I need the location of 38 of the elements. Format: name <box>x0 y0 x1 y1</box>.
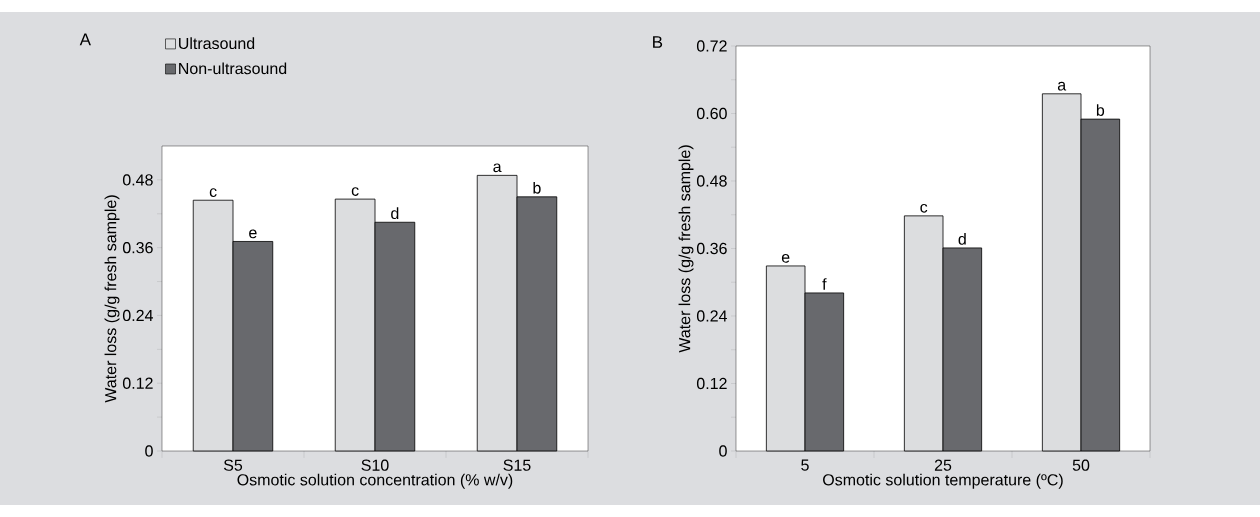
annotation: d <box>958 232 966 245</box>
annotation: b <box>1096 104 1105 116</box>
legend-label: Non-ultrasound <box>179 62 287 75</box>
y-tick-label: 0.36 <box>122 242 153 254</box>
y-tick-label: 0.24 <box>696 310 727 322</box>
y-tick-label: 0.72 <box>696 40 727 52</box>
annotation: e <box>249 229 257 239</box>
chart-title: B <box>653 36 663 48</box>
annotation: c <box>209 188 217 198</box>
annotation: c <box>351 187 359 196</box>
y-tick-label: 0 <box>145 445 153 457</box>
annotation: f <box>822 278 827 290</box>
y-tick-label: 0.12 <box>696 377 727 390</box>
x-tick-label: S5 <box>223 459 243 471</box>
y-tick-label: 0.60 <box>696 107 727 120</box>
y-axis-title: Water loss (g/g fresh sample) <box>104 195 120 403</box>
y-tick-label: 0 <box>719 445 727 457</box>
x-tick-label: 5 <box>801 459 809 471</box>
x-tick-label: S10 <box>361 459 389 471</box>
annotation: c <box>920 203 928 213</box>
x-tick-label: 25 <box>934 459 952 471</box>
y-tick-label: 0.48 <box>696 175 727 187</box>
y-axis-title: Water loss (g/g fresh sample) <box>678 145 694 353</box>
y-tick-label: 0.48 <box>122 174 153 186</box>
x-axis-title: Osmotic solution concentration (% w/v) <box>237 473 513 489</box>
y-tick-label: 0.24 <box>122 309 153 322</box>
x-tick-label: S15 <box>503 459 531 471</box>
y-tick-label: 0.36 <box>696 242 727 255</box>
y-tick-label: 0.12 <box>122 377 153 389</box>
annotation: b <box>533 181 541 194</box>
chart-title: A <box>79 33 91 46</box>
legend-label: Ultrasound <box>179 37 255 50</box>
annotation: d <box>391 207 399 220</box>
annotation: a <box>493 163 502 173</box>
x-tick-label: 50 <box>1072 459 1090 471</box>
x-axis-title: Osmotic solution temperature (ºC) <box>823 473 1063 489</box>
annotation: a <box>1057 81 1067 91</box>
annotation: e <box>781 253 790 263</box>
